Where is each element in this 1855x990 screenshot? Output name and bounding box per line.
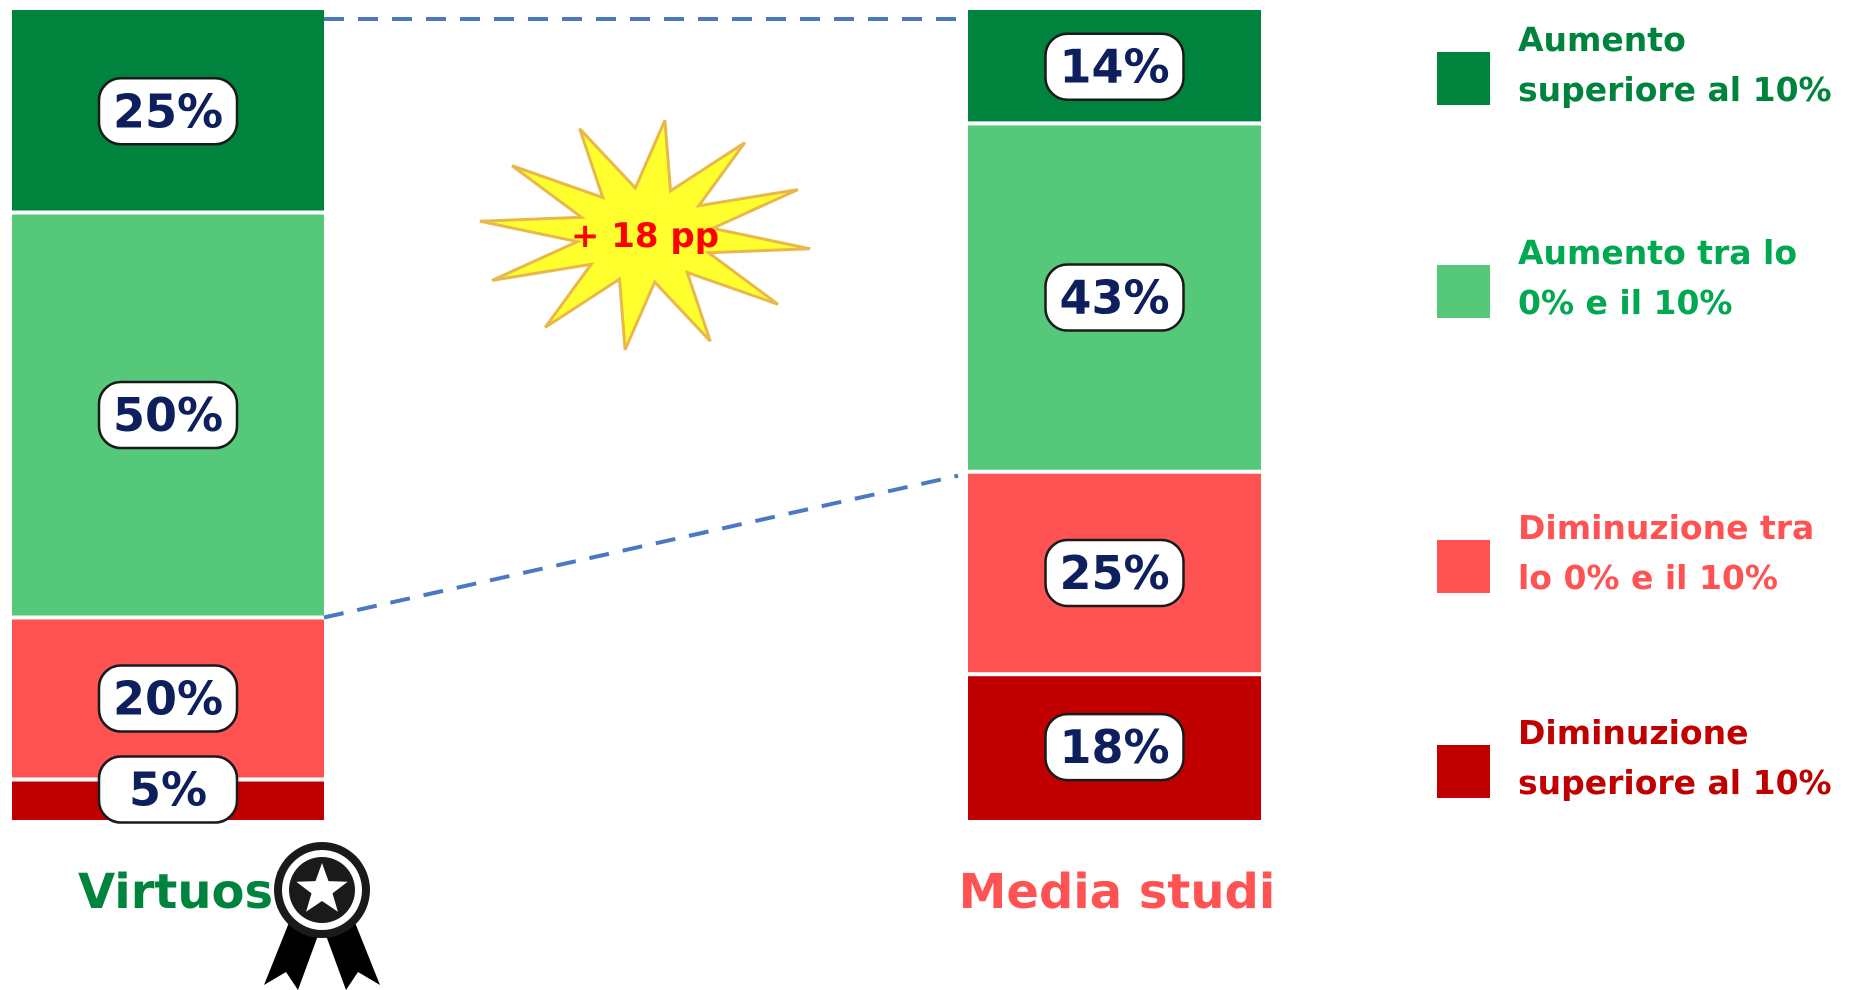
data-label: 43% — [1059, 271, 1169, 325]
legend-swatch — [1437, 540, 1490, 593]
data-label: 25% — [1059, 546, 1169, 600]
data-label: 20% — [113, 672, 223, 726]
legend-swatch — [1437, 265, 1490, 318]
legend-label: Diminuzione — [1518, 713, 1748, 752]
bars: 25% 50% 20% 5% 14% 43% 25% 18% — [12, 10, 1261, 824]
legend-label: superiore al 10% — [1518, 70, 1832, 109]
data-label-pill — [1044, 712, 1185, 782]
legend-label: Diminuzione tra — [1518, 508, 1814, 547]
callout-label: + 18 pp — [571, 216, 719, 256]
data-label-pill — [1044, 263, 1185, 332]
data-label-pill — [97, 664, 239, 733]
award-ribbon-icon — [264, 842, 380, 990]
category-label: Virtuosi — [78, 864, 290, 920]
legend: Aumento superiore al 10% Aumento tra lo 0% … — [1437, 20, 1832, 802]
category-label: Media studi — [959, 864, 1276, 920]
data-label-pill — [1044, 538, 1185, 608]
legend-label: Aumento tra lo — [1518, 233, 1797, 272]
data-label: 14% — [1059, 40, 1169, 94]
data-label-pill — [1044, 32, 1185, 101]
connector-line-bottom — [323, 473, 959, 620]
legend-label: lo 0% e il 10% — [1518, 558, 1778, 597]
legend-label: 0% e il 10% — [1518, 283, 1732, 322]
legend-swatch — [1437, 745, 1490, 798]
data-label-pill — [97, 77, 239, 146]
data-label-pill — [97, 380, 239, 450]
legend-label: Aumento — [1518, 20, 1686, 59]
data-label-pill — [97, 755, 239, 824]
star-icon — [296, 863, 348, 912]
data-label: 18% — [1059, 720, 1169, 774]
data-label: 25% — [113, 84, 223, 138]
callout-burst: + 18 pp — [479, 119, 811, 351]
data-label: 5% — [129, 763, 207, 817]
connector-lines — [323, 17, 959, 620]
category-labels: Virtuosi Media studi — [78, 842, 1275, 990]
legend-label: superiore al 10% — [1518, 763, 1832, 802]
starburst-shape — [479, 119, 811, 351]
data-label: 50% — [113, 388, 223, 442]
legend-swatch — [1437, 52, 1490, 105]
